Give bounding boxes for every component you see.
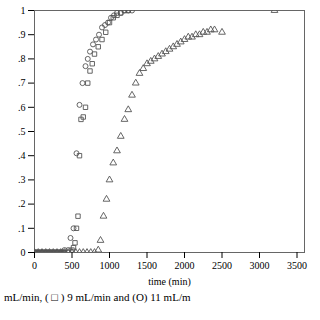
svg-text:time (min): time (min) [148,276,191,288]
svg-text:1500: 1500 [137,260,157,271]
svg-text:0: 0 [32,260,37,271]
svg-text:.3: .3 [18,174,26,185]
svg-text:.2: .2 [18,198,26,209]
svg-text:.7: .7 [18,77,26,88]
svg-text:.8: .8 [18,53,26,64]
svg-text:1: 1 [21,5,26,16]
svg-text:.9: .9 [18,29,26,40]
svg-text:1000: 1000 [100,260,120,271]
svg-text:0: 0 [21,247,26,258]
svg-text:.4: .4 [18,150,26,161]
svg-text:.5: .5 [18,126,26,137]
svg-text:.6: .6 [18,102,26,113]
svg-text:2000: 2000 [175,260,195,271]
html-text:mL/min, ( □ ) 9 mL/min and (O): mL/min, ( □ ) 9 mL/min and (O) 11 mL/m [4,291,191,303]
svg-text:3500: 3500 [287,260,307,271]
svg-text:500: 500 [65,260,80,271]
svg-text:3000: 3000 [250,260,270,271]
svg-text:.1: .1 [18,223,26,234]
svg-text:2500: 2500 [212,260,232,271]
